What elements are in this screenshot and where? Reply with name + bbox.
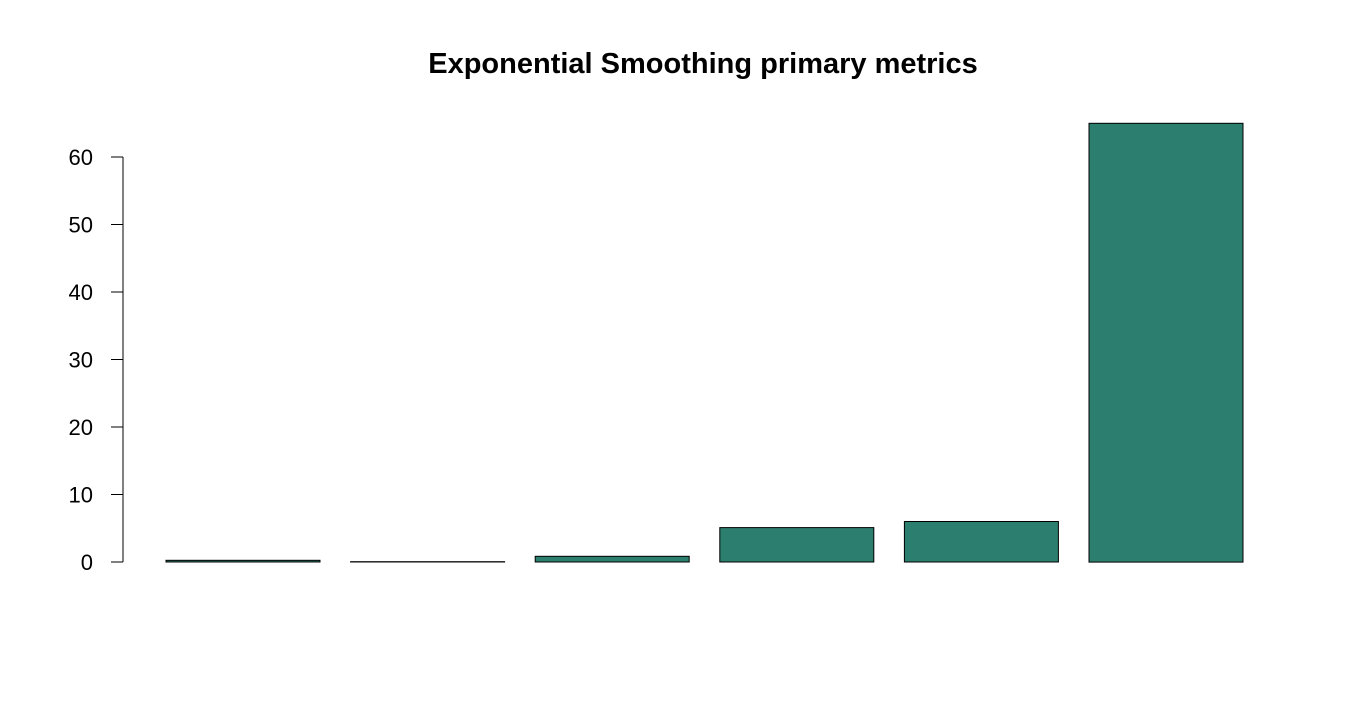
- bars: [165, 122, 1244, 563]
- bar: [534, 555, 690, 563]
- y-tick-label: 50: [69, 213, 93, 238]
- y-axis: 0 10 20 30 40 50 60: [69, 145, 124, 575]
- y-tick-label: 40: [69, 280, 93, 305]
- bar: [903, 521, 1059, 563]
- bar: [165, 559, 321, 563]
- y-tick-label: 60: [69, 145, 93, 170]
- bar: [719, 527, 875, 563]
- y-tick-label: 30: [69, 348, 93, 373]
- bar: [1088, 122, 1244, 563]
- y-tick-label: 0: [81, 550, 93, 575]
- y-tick-label: 20: [69, 415, 93, 440]
- y-tick-label: 10: [69, 483, 93, 508]
- chart-title: Exponential Smoothing primary metrics: [428, 48, 978, 80]
